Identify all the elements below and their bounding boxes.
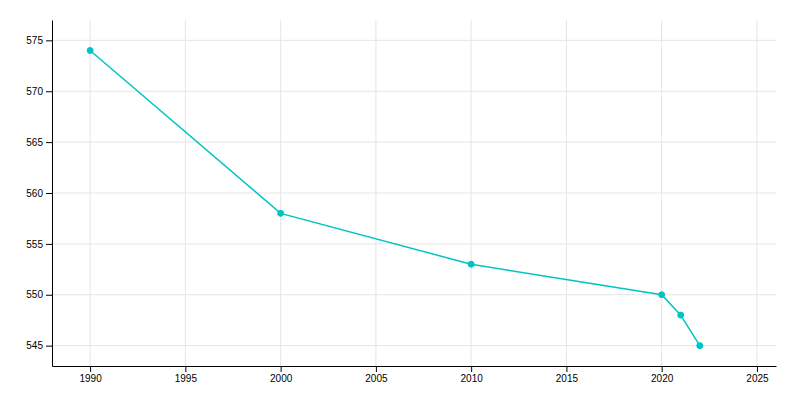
y-tick: 550	[26, 289, 52, 300]
y-tick-mark	[46, 142, 52, 143]
y-tick-mark	[46, 91, 52, 92]
x-tick: 2025	[746, 366, 769, 384]
x-tick-label: 2010	[461, 373, 484, 384]
y-tick-mark	[46, 346, 52, 347]
y-tick-label: 555	[26, 239, 43, 250]
x-axis-line	[53, 366, 777, 367]
x-tick-label: 2015	[556, 373, 579, 384]
grid-line-y	[52, 91, 776, 92]
x-tick: 2020	[651, 366, 674, 384]
plot: 1990 1995 2000 2005 2010 2015 2020 2025 545 550 55…	[26, 20, 776, 384]
x-tick: 2005	[365, 366, 388, 384]
grid-line-y	[52, 345, 776, 346]
x-tick-label: 2000	[270, 373, 293, 384]
line	[90, 51, 700, 346]
y-tick-mark	[46, 193, 52, 194]
marks	[87, 48, 703, 349]
y-tick: 575	[26, 35, 52, 46]
y-tick-mark	[46, 244, 52, 245]
x-tick-mark	[376, 366, 377, 372]
grid-line-y	[52, 243, 776, 244]
x-axis: 1990 1995 2000 2005 2010 2015 2020 2025	[53, 366, 777, 384]
point	[659, 292, 665, 298]
y-tick: 570	[26, 86, 52, 97]
point	[678, 312, 684, 318]
x-tick: 2010	[461, 366, 484, 384]
x-tick-mark	[566, 366, 567, 372]
x-tick-label: 1990	[79, 373, 102, 384]
chart: 1990 1995 2000 2005 2010 2015 2020 2025 545 550 55…	[0, 0, 800, 400]
y-tick: 565	[26, 137, 52, 148]
point	[697, 343, 703, 349]
x-tick-mark	[757, 366, 758, 372]
grid-line-y	[52, 294, 776, 295]
x-tick-mark	[185, 366, 186, 372]
x-tick-label: 2005	[365, 373, 388, 384]
x-tick-label: 2025	[746, 373, 769, 384]
point	[87, 48, 93, 54]
x-tick: 1990	[79, 366, 102, 384]
y-tick: 545	[26, 340, 52, 351]
y-tick-mark	[46, 295, 52, 296]
y-tick-mark	[46, 40, 52, 41]
x-tick: 2000	[270, 366, 293, 384]
point	[278, 210, 284, 216]
y-tick-label: 570	[26, 86, 43, 97]
grid	[52, 20, 776, 366]
x-tick-label: 2020	[651, 373, 674, 384]
x-tick: 1995	[175, 366, 198, 384]
y-axis-line	[52, 21, 53, 367]
grid-line-y	[52, 40, 776, 41]
y-tick-label: 560	[26, 188, 43, 199]
x-tick-label: 1995	[175, 373, 198, 384]
y-tick: 555	[26, 239, 52, 250]
x-tick-mark	[662, 366, 663, 372]
y-tick-label: 550	[26, 289, 43, 300]
y-tick-label: 575	[26, 35, 43, 46]
y-tick-label: 545	[26, 340, 43, 351]
point	[468, 261, 474, 267]
y-tick: 560	[26, 188, 52, 199]
x-tick-mark	[90, 366, 91, 372]
x-tick-mark	[471, 366, 472, 372]
grid-line-y	[52, 142, 776, 143]
y-axis: 545 550 555 560 565 570 575	[26, 21, 52, 367]
y-tick-label: 565	[26, 137, 43, 148]
grid-line-y	[52, 193, 776, 194]
x-tick: 2015	[556, 366, 579, 384]
x-tick-mark	[281, 366, 282, 372]
